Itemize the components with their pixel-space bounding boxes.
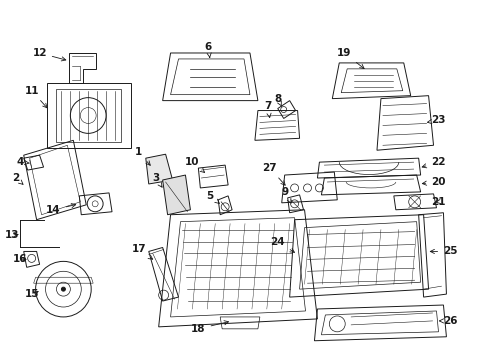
Text: 16: 16 — [13, 255, 27, 264]
Text: 21: 21 — [430, 197, 445, 207]
Text: 12: 12 — [32, 48, 66, 61]
Text: 2: 2 — [12, 173, 23, 184]
Text: 4: 4 — [16, 157, 29, 167]
Text: 9: 9 — [281, 187, 290, 203]
Text: 23: 23 — [427, 116, 445, 126]
Text: 24: 24 — [270, 237, 294, 252]
Text: 1: 1 — [135, 147, 150, 165]
Text: 22: 22 — [421, 157, 445, 168]
Text: 8: 8 — [274, 94, 281, 107]
Text: 13: 13 — [4, 230, 19, 239]
Text: 27: 27 — [262, 163, 285, 185]
Text: 10: 10 — [185, 157, 204, 172]
Polygon shape — [163, 175, 190, 215]
Text: 25: 25 — [429, 247, 457, 256]
Text: 11: 11 — [24, 86, 47, 108]
Text: 5: 5 — [206, 191, 219, 203]
Circle shape — [61, 287, 65, 291]
Text: 20: 20 — [422, 177, 445, 187]
Text: 14: 14 — [46, 203, 76, 215]
Text: 18: 18 — [191, 321, 228, 334]
Text: 3: 3 — [152, 173, 162, 187]
Text: 17: 17 — [131, 244, 152, 259]
Text: 7: 7 — [264, 100, 271, 118]
Text: 6: 6 — [204, 42, 211, 58]
Text: 19: 19 — [336, 48, 364, 68]
Polygon shape — [145, 154, 172, 184]
Text: 26: 26 — [439, 316, 457, 326]
Text: 15: 15 — [24, 289, 39, 299]
